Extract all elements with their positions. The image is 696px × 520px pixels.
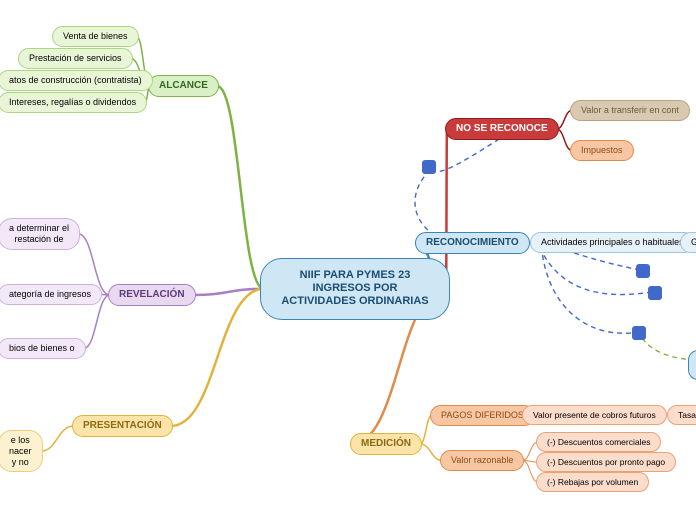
collapsed-marker xyxy=(422,160,436,174)
edge-node-stub xyxy=(688,350,696,380)
branch-presentacion: PRESENTACIÓN xyxy=(72,415,173,437)
child-node: bios de bienes o xyxy=(0,338,86,359)
sub-node: (-) Descuentos por pronto pago xyxy=(536,452,676,472)
child-node: Valor a transferir en cont xyxy=(570,100,690,121)
branch-medicion: MEDICIÓN xyxy=(350,433,422,455)
child-node: ategoría de ingresos xyxy=(0,284,102,305)
central-node: NIIF PARA PYMES 23INGRESOS PORACTIVIDADE… xyxy=(260,258,450,320)
child-node: PAGOS DIFERIDOS xyxy=(430,405,535,426)
child-node: Intereses, regalías o dividendos xyxy=(0,92,147,113)
branch-alcance: ALCANCE xyxy=(148,75,219,97)
child-node: e losnacer y no xyxy=(0,430,43,472)
sub-node: Valor presente de cobros futuros xyxy=(522,405,667,425)
child-node: Impuestos xyxy=(570,140,634,161)
sub-node: (-) Descuentos comerciales xyxy=(536,432,661,452)
collapsed-marker xyxy=(648,286,662,300)
child-node: Venta de bienes xyxy=(52,26,139,47)
child-node: a determinar elrestación de xyxy=(0,218,80,250)
child-node: atos de construcción (contratista) xyxy=(0,70,153,91)
collapsed-marker xyxy=(636,264,650,278)
child-node: Valor razonable xyxy=(440,450,524,471)
sub-node: Tasa xyxy=(667,405,696,425)
sub-node: (-) Rebajas por volumen xyxy=(536,472,649,492)
child-node: Generec xyxy=(680,232,696,253)
branch-no-se-reconoce: NO SE RECONOCE xyxy=(445,118,559,140)
branch-revelacion: REVELACIÓN xyxy=(108,284,196,306)
child-node: Prestación de servicios xyxy=(18,48,133,69)
child-node: Actividades principales o habituales xyxy=(530,232,695,253)
branch-reconocimiento: RECONOCIMIENTO xyxy=(415,232,530,254)
collapsed-marker xyxy=(632,326,646,340)
